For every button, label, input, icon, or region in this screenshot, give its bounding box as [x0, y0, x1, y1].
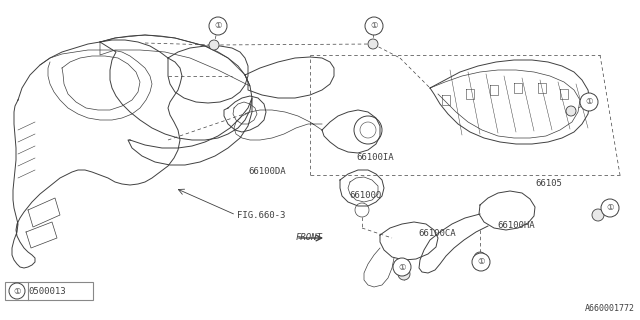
FancyBboxPatch shape — [5, 282, 93, 300]
Text: 66100IA: 66100IA — [356, 154, 394, 163]
Text: 66100DA: 66100DA — [248, 167, 285, 177]
Circle shape — [365, 17, 383, 35]
Text: 0500013: 0500013 — [28, 286, 66, 295]
Text: ①: ① — [13, 286, 20, 295]
Circle shape — [474, 252, 486, 264]
Text: FRONT: FRONT — [296, 234, 323, 243]
Circle shape — [580, 93, 598, 111]
Circle shape — [209, 40, 219, 50]
Text: ①: ① — [398, 262, 406, 271]
Circle shape — [368, 39, 378, 49]
Circle shape — [472, 253, 490, 271]
Text: 66100HA: 66100HA — [497, 220, 534, 229]
Circle shape — [9, 283, 25, 299]
Circle shape — [566, 106, 576, 116]
Text: ①: ① — [606, 204, 614, 212]
Circle shape — [209, 17, 227, 35]
Text: ①: ① — [371, 21, 378, 30]
Circle shape — [601, 199, 619, 217]
Text: 66100Q: 66100Q — [349, 190, 381, 199]
Text: ①: ① — [477, 258, 484, 267]
Text: ①: ① — [214, 21, 221, 30]
Text: 66105: 66105 — [535, 179, 562, 188]
Text: A660001772: A660001772 — [585, 304, 635, 313]
Text: FIG.660-3: FIG.660-3 — [237, 211, 285, 220]
Circle shape — [592, 209, 604, 221]
Circle shape — [393, 258, 411, 276]
Text: 66100CA: 66100CA — [418, 228, 456, 237]
Text: ①: ① — [585, 98, 593, 107]
Circle shape — [398, 268, 410, 280]
